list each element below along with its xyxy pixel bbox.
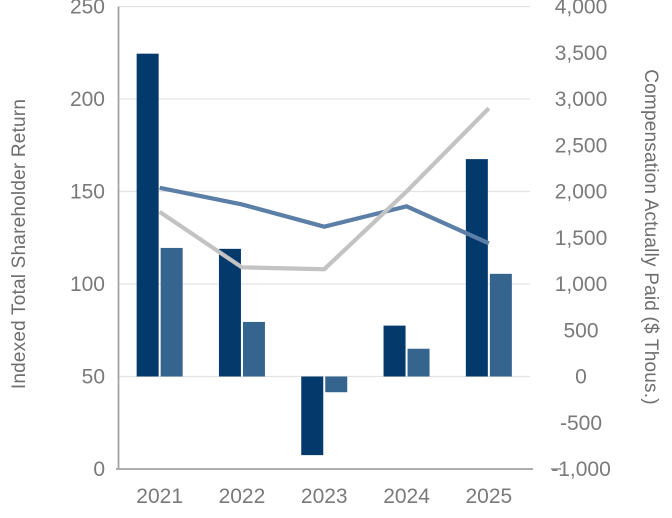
bar-2022 (218, 248, 241, 377)
left-tick-label: 250 (70, 0, 105, 19)
left-axis-title: Indexed Total Shareholder Return (9, 98, 30, 390)
bar-series-dark-navy-bars (136, 53, 488, 456)
bar-2024 (383, 325, 406, 377)
x-category-label: 2023 (301, 485, 348, 508)
bar-2022 (242, 321, 265, 377)
right-tick-label: -500 (560, 412, 602, 435)
x-category-label: 2021 (136, 485, 183, 508)
left-tick-label: 0 (93, 458, 105, 481)
left-tick-label: 50 (82, 366, 105, 389)
right-tick-label: 1,000 (555, 273, 608, 296)
right-tick-label: 3,000 (555, 88, 608, 111)
line-steel-blue-line (159, 185, 490, 246)
left-tick-label: 100 (70, 273, 105, 296)
right-tick-label: 1,500 (555, 227, 608, 250)
bar-2021 (136, 53, 159, 377)
left-tick-label: 150 (70, 181, 105, 204)
left-tick-label: 200 (70, 88, 105, 111)
x-category-label: 2024 (383, 485, 430, 508)
bar-series-medium-blue-bars (160, 247, 512, 393)
x-category-label: 2025 (465, 485, 512, 508)
bar-2024 (407, 348, 430, 377)
bar-2025 (489, 273, 512, 377)
right-tick-label: 3,500 (555, 42, 608, 65)
bar-2025 (465, 159, 488, 377)
bar-2023 (301, 376, 324, 456)
line-gray-line (158, 106, 491, 272)
x-category-label: 2022 (219, 485, 266, 508)
right-tick-label: 4,000 (555, 0, 608, 19)
right-tick-label: 0 (575, 366, 587, 389)
right-tick-label: 2,500 (555, 134, 608, 157)
right-tick-label: 500 (563, 319, 598, 342)
right-axis-title: Compensation Actually Paid ($ Thous.) (640, 69, 661, 405)
right-tick-label: 2,000 (555, 181, 608, 204)
bar-2023 (325, 376, 348, 393)
right-tick-label: -1,000 (551, 458, 611, 481)
bar-2021 (160, 247, 183, 377)
